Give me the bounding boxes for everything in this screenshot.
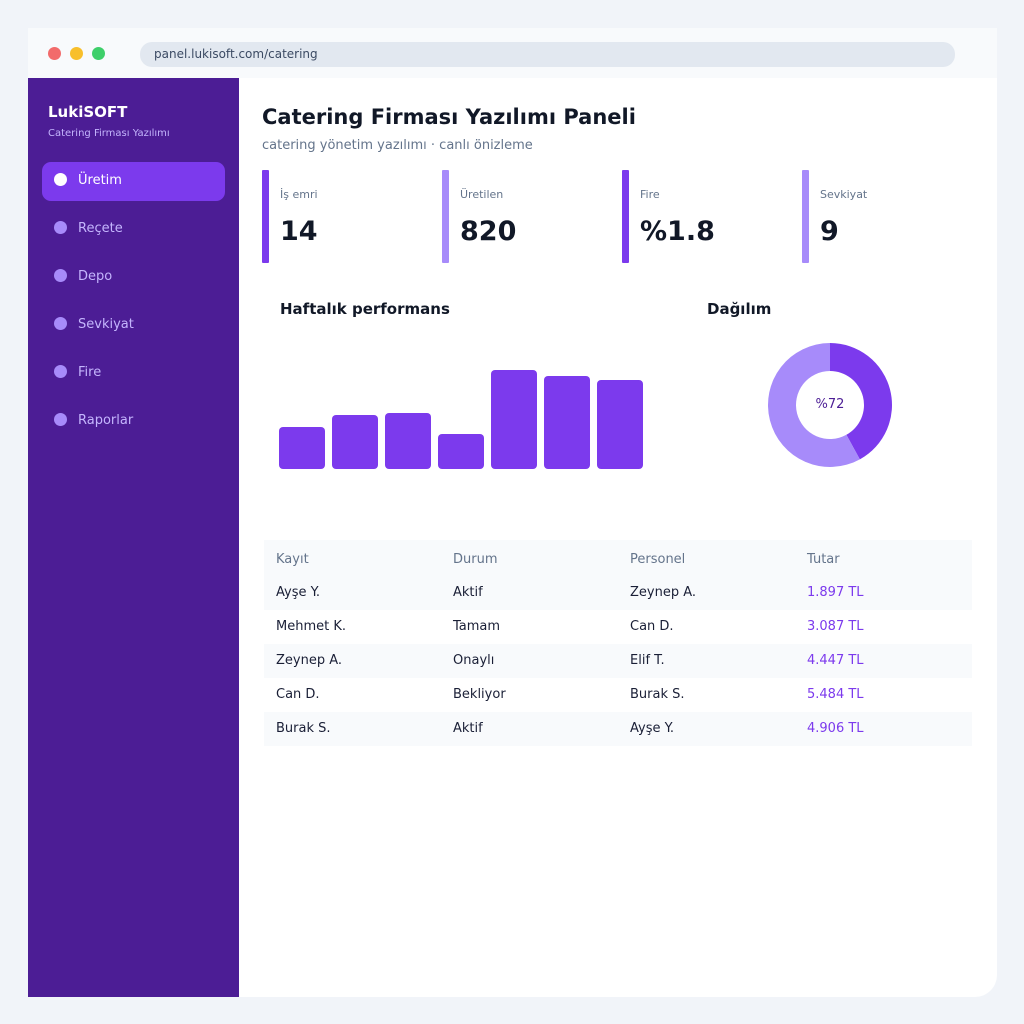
nav-dot-icon	[54, 317, 67, 330]
records-table: Kayıt Durum Personel Tutar Ayşe Y. Aktif Z…	[264, 540, 972, 746]
kpi-accent-bar	[802, 170, 809, 263]
donut-slice-2	[768, 343, 860, 467]
table-cell: Ayşe Y.	[630, 721, 675, 736]
weekly-performance-chart	[279, 363, 659, 469]
table-cell: Ayşe Y.	[276, 585, 321, 600]
bar-3	[385, 413, 431, 469]
brand-subtitle: Catering Firması Yazılımı	[48, 128, 170, 139]
sidebar-item-label: Üretim	[78, 173, 122, 188]
sidebar-item-label: Fire	[78, 365, 102, 380]
close-window-icon[interactable]	[48, 47, 61, 60]
minimize-window-icon[interactable]	[70, 47, 83, 60]
app-window: panel.lukisoft.com/catering LukiSOFT Cat…	[28, 28, 997, 997]
address-bar[interactable]: panel.lukisoft.com/catering	[140, 42, 955, 67]
kpi-accent-bar	[442, 170, 449, 263]
table-cell: Tamam	[453, 619, 501, 634]
kpi-card-uretilen: Üretilen 820	[442, 170, 602, 263]
page-subtitle: catering yönetim yazılımı · canlı önizle…	[262, 138, 533, 153]
table-cell: Elif T.	[630, 653, 665, 668]
sidebar-item-fire[interactable]: Fire	[42, 354, 225, 393]
table-cell: Burak S.	[276, 721, 331, 736]
column-header[interactable]: Durum	[453, 552, 498, 567]
bar-chart-title: Haftalık performans	[280, 300, 450, 318]
table-cell: Zeynep A.	[276, 653, 343, 668]
sidebar-item-depo[interactable]: Depo	[42, 258, 225, 297]
table-cell: Can D.	[276, 687, 320, 702]
table-row[interactable]: Ayşe Y. Aktif Zeynep A. 1.897 TL	[264, 576, 972, 610]
table-cell: Burak S.	[630, 687, 685, 702]
kpi-accent-bar	[262, 170, 269, 263]
table-row[interactable]: Burak S. Aktif Ayşe Y. 4.906 TL	[264, 712, 972, 746]
bar-6	[544, 376, 590, 469]
table-row[interactable]: Mehmet K. Tamam Can D. 3.087 TL	[264, 610, 972, 644]
kpi-accent-bar	[622, 170, 629, 263]
kpi-value: 820	[460, 216, 517, 247]
browser-titlebar: panel.lukisoft.com/catering	[28, 28, 997, 78]
table-cell: Can D.	[630, 619, 674, 634]
amount-cell: 1.897 TL	[807, 585, 864, 600]
table-row[interactable]: Can D. Bekliyor Burak S. 5.484 TL	[264, 678, 972, 712]
sidebar-item-label: Depo	[78, 269, 113, 284]
kpi-value: %1.8	[640, 216, 715, 247]
table-cell: Aktif	[453, 721, 483, 736]
nav-dot-icon	[54, 221, 67, 234]
kpi-card-is-emri: İş emri 14	[262, 170, 422, 263]
kpi-label: İş emri	[280, 188, 318, 201]
maximize-window-icon[interactable]	[92, 47, 105, 60]
kpi-value: 14	[280, 216, 318, 247]
column-header[interactable]: Kayıt	[276, 552, 309, 567]
main-content: Catering Firması Yazılımı Paneli caterin…	[239, 78, 997, 997]
nav-dot-icon	[54, 365, 67, 378]
sidebar-item-label: Reçete	[78, 221, 123, 236]
nav-dot-icon	[54, 413, 67, 426]
column-header[interactable]: Tutar	[807, 552, 840, 567]
donut-chart-title: Dağılım	[707, 300, 772, 318]
table-cell: Mehmet K.	[276, 619, 347, 634]
bar-1	[279, 426, 325, 469]
amount-cell: 4.906 TL	[807, 721, 864, 736]
brand-logo: LukiSOFT	[48, 103, 128, 121]
kpi-label: Fire	[640, 188, 660, 201]
sidebar-item-label: Sevkiyat	[78, 317, 134, 332]
donut-center-label: %72	[815, 397, 845, 412]
distribution-donut-chart	[768, 343, 892, 467]
sidebar-item-raporlar[interactable]: Raporlar	[42, 402, 225, 441]
amount-cell: 3.087 TL	[807, 619, 864, 634]
bar-5	[491, 370, 537, 469]
kpi-label: Sevkiyat	[820, 188, 868, 201]
amount-cell: 5.484 TL	[807, 687, 864, 702]
column-header[interactable]: Personel	[630, 552, 686, 567]
amount-cell: 4.447 TL	[807, 653, 864, 668]
table-cell: Bekliyor	[453, 687, 506, 702]
sidebar-item-uretim[interactable]: Üretim	[42, 162, 225, 201]
kpi-card-sevkiyat: Sevkiyat 9	[802, 170, 962, 263]
bar-4	[438, 433, 484, 469]
table-header-row: Kayıt Durum Personel Tutar	[264, 540, 972, 576]
table-cell: Zeynep A.	[630, 585, 697, 600]
kpi-value: 9	[820, 216, 839, 247]
sidebar: LukiSOFT Catering Firması Yazılımı Üreti…	[28, 78, 239, 997]
sidebar-item-recete[interactable]: Reçete	[42, 210, 225, 249]
bar-2	[332, 415, 378, 469]
sidebar-item-sevkiyat[interactable]: Sevkiyat	[42, 306, 225, 345]
nav-dot-icon	[54, 173, 67, 186]
page-title: Catering Firması Yazılımı Paneli	[262, 105, 636, 129]
sidebar-item-label: Raporlar	[78, 413, 134, 428]
donut-slice-1	[830, 343, 892, 460]
kpi-card-fire: Fire %1.8	[622, 170, 782, 263]
kpi-label: Üretilen	[460, 188, 504, 201]
bar-7	[597, 380, 643, 469]
table-cell: Onaylı	[453, 653, 495, 668]
table-row[interactable]: Zeynep A. Onaylı Elif T. 4.447 TL	[264, 644, 972, 678]
table-cell: Aktif	[453, 585, 483, 600]
nav-dot-icon	[54, 269, 67, 282]
